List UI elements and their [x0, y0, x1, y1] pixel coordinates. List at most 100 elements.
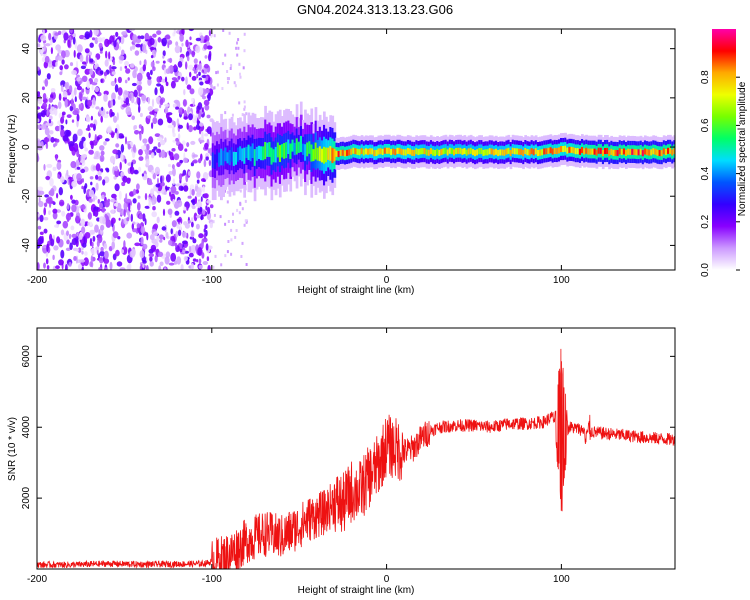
spectrogram-noise-cell [81, 250, 84, 255]
spectrogram-noise-cell [109, 35, 115, 44]
spectrogram-noise-cell [177, 61, 183, 68]
spectrogram-noise-cell [129, 166, 133, 172]
spectrogram-noise-cell [137, 202, 141, 211]
spectrogram-ridge-cell [469, 147, 473, 154]
spectrogram-noise-cell [151, 122, 154, 129]
spectrogram-noise-cell [157, 251, 164, 257]
spectrogram-noise-cell [69, 62, 74, 67]
spectrogram-ridge-cell [524, 148, 527, 155]
spectrogram-noise-cell [94, 37, 99, 45]
spectrogram-ridge-cell [492, 149, 496, 156]
spectrogram-ridge-cell [398, 147, 402, 154]
spectrogram-noise-cell [66, 114, 72, 118]
spectrogram-noise-cell [104, 38, 110, 48]
spectrogram-noise-cell [195, 37, 202, 42]
spectrogram-noise-cell [163, 191, 167, 195]
spectrogram-ridge-cell [373, 150, 376, 157]
spectrogram-noise-cell [224, 111, 227, 115]
spectrogram-noise-cell [190, 162, 194, 167]
spectrogram-noise-cell [85, 116, 91, 123]
spectrogram-noise-cell [55, 265, 60, 270]
spectrogram-ridge-cell [255, 146, 259, 161]
spectrogram-noise-cell [62, 91, 68, 98]
spectrogram-noise-cell [190, 263, 195, 270]
spectrogram-noise-cell [73, 142, 79, 152]
spectrogram-noise-cell [230, 252, 233, 256]
spectrogram-noise-cell [92, 235, 96, 242]
spectrogram-noise-cell [57, 174, 61, 179]
spectrogram-ridge-cell [211, 152, 215, 168]
spectrogram-noise-cell [150, 244, 157, 252]
spectrogram-ridge-cell [591, 148, 595, 155]
spectrogram-ridge-cell [635, 149, 639, 156]
spectrogram-noise-cell [114, 165, 119, 172]
spectrogram-ridge-cell [484, 149, 488, 156]
spectrogram-noise-cell [236, 208, 239, 212]
spectrogram-ridge-cell [461, 148, 465, 155]
spectrogram-noise-cell [224, 53, 227, 57]
spectrogram-noise-cell [172, 103, 177, 108]
spectrogram-noise-cell [235, 46, 238, 50]
spectrogram-noise-cell [189, 36, 192, 41]
spectrogram-ridge-cell [251, 143, 255, 158]
spectrogram-noise-cell [66, 203, 70, 210]
spectrogram-noise-cell [80, 204, 86, 210]
spectrogram-noise-cell [71, 199, 76, 204]
spectrogram-frame [36, 28, 676, 271]
spectrogram-noise-cell [149, 261, 154, 267]
spectrogram-ridge-cell [224, 147, 228, 162]
spectrogram-noise-cell [198, 63, 203, 71]
spectrogram-noise-cell [203, 43, 208, 50]
spectrogram-ridge-cell [218, 152, 221, 167]
spectrogram-noise-cell [97, 199, 101, 204]
spectrogram-noise-cell [244, 219, 247, 223]
spectrogram-noise-cell [43, 262, 46, 269]
spectrogram-ridge-cell [495, 148, 498, 155]
spectrogram-noise-cell [80, 65, 86, 70]
spectrogram-noise-cell [221, 62, 224, 66]
spectrogram-noise-cell [132, 198, 137, 204]
spectrogram-noise-cell [93, 156, 97, 160]
spectrogram-noise-cell [236, 53, 239, 57]
spectrogram-noise-cell [129, 191, 134, 197]
spectrogram-ridge-cell [392, 148, 395, 155]
spectrogram-noise-cell [78, 153, 81, 163]
spectrogram-noise-cell [175, 183, 180, 187]
spectrogram-noise-cell [191, 50, 195, 58]
spectrogram-noise-cell [44, 55, 50, 64]
spectrogram-noise-cell [196, 73, 199, 79]
spectrogram-noise-cell [145, 158, 150, 166]
spectrogram-noise-cell [184, 250, 190, 254]
spectrogram-noise-cell [64, 99, 68, 108]
spectrogram-noise-cell [54, 125, 61, 132]
spectrogram-noise-cell [173, 120, 176, 128]
spectrogram-noise-cell [184, 148, 188, 152]
spectrogram-noise-cell [59, 199, 65, 207]
spectrogram-noise-cell [226, 70, 229, 73]
spectrogram-ridge-cell [289, 143, 293, 159]
spectrogram-ridge-cell [570, 146, 574, 153]
spectrogram-ridge-cell [593, 148, 597, 155]
spectrogram-noise-cell [193, 69, 198, 74]
spectrogram-ridge-cell [534, 148, 538, 155]
spectrogram-noise-cell [44, 78, 49, 87]
spectrogram-noise-cell [77, 128, 83, 136]
spectrogram-noise-cell [198, 87, 204, 96]
spectrogram-noise-cell [215, 71, 218, 75]
spectrogram-noise-cell [116, 261, 123, 267]
spectrogram-noise-cell [65, 247, 71, 251]
spectrogram-ridge-cell [572, 147, 576, 154]
spectrogram-noise-cell [155, 183, 161, 188]
figure-title: GN04.2024.313.13.23.G06 [296, 2, 454, 17]
spectrogram-ridge-cell [463, 148, 467, 155]
spectrogram-noise-cell [98, 42, 103, 49]
spectrogram-noise-cell [62, 220, 69, 229]
spectrogram-noise-cell [81, 178, 84, 183]
spectrogram-noise-cell [135, 43, 142, 48]
spectrogram-noise-cell [136, 72, 143, 82]
spectrogram-ridge-cell [356, 148, 360, 155]
spectrogram-noise-cell [181, 140, 186, 146]
spectrogram-noise-cell [46, 73, 51, 80]
spectrogram-ridge-cell [583, 148, 586, 155]
spectrogram-ridge-cell [222, 150, 225, 166]
